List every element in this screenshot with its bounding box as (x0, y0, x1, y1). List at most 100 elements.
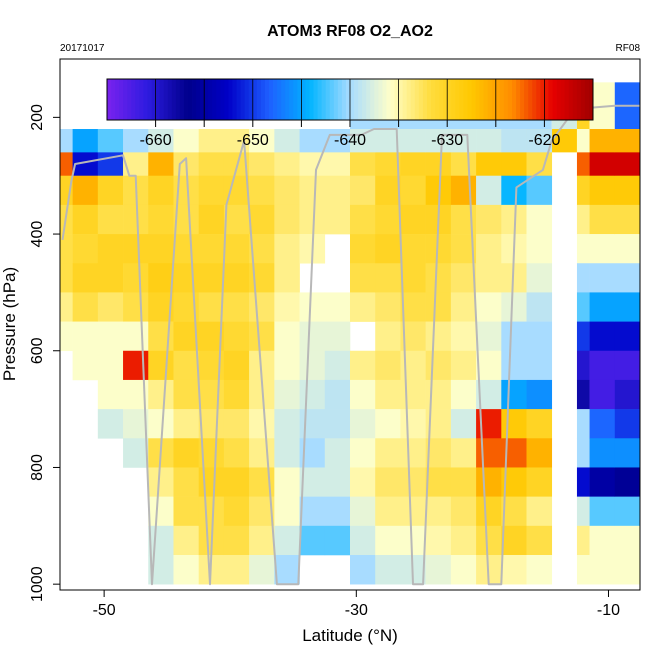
heatmap-cell (526, 350, 553, 381)
colorbar-swatch (273, 79, 278, 120)
y-tick-label: 1000 (29, 566, 46, 602)
heatmap-cell (589, 234, 616, 264)
heatmap-cell (375, 438, 401, 468)
heatmap-cell (450, 152, 477, 177)
heatmap-cell (476, 496, 502, 527)
heatmap-cell (576, 129, 590, 153)
heatmap-cell (274, 554, 300, 585)
heatmap-cell (501, 379, 527, 410)
colorbar-swatch (175, 79, 181, 120)
colorbar-swatch (119, 79, 124, 120)
heatmap-cell (350, 438, 376, 468)
heatmap-cell (274, 438, 300, 468)
heatmap-cell (400, 438, 426, 468)
heatmap-cell (425, 525, 452, 556)
colorbar-swatch (111, 79, 116, 120)
colorbar-swatch (552, 79, 557, 120)
colorbar-swatch (580, 79, 586, 120)
heatmap-cell (274, 350, 300, 381)
colorbar-swatch (370, 79, 375, 120)
colorbar-swatch (475, 79, 480, 120)
heatmap-cell (526, 263, 553, 293)
heatmap-cell (526, 204, 553, 235)
heatmap-cell (274, 263, 300, 293)
heatmap-cell (400, 175, 426, 206)
heatmap-cell (526, 496, 553, 527)
heatmap-cell (350, 292, 376, 322)
colorbar-swatch (208, 79, 213, 120)
heatmap-cell (350, 350, 376, 381)
colorbar-swatch (564, 79, 570, 120)
colorbar-swatch (123, 79, 128, 120)
heatmap-cell (614, 350, 641, 381)
heatmap-cell (274, 152, 300, 177)
colorbar-swatch (127, 79, 132, 120)
heatmap-cell (375, 175, 401, 206)
heatmap-cell (72, 321, 99, 352)
colorbar-swatch (345, 79, 351, 120)
heatmap-cell (123, 292, 149, 322)
colorbar-swatch (228, 79, 233, 120)
heatmap-cell (425, 321, 452, 352)
colorbar-swatch (240, 79, 246, 120)
heatmap-cell (148, 175, 174, 206)
colorbar-swatch (131, 79, 136, 120)
heatmap-cell (97, 379, 124, 410)
heatmap-cell (223, 467, 250, 497)
heatmap-cell (400, 496, 426, 527)
heatmap-cell (375, 525, 401, 556)
flight-label: RF08 (616, 43, 641, 54)
heatmap-cell (476, 321, 502, 352)
heatmap-cell (223, 554, 250, 585)
colorbar-swatch (329, 79, 335, 120)
heatmap-cell (198, 152, 225, 177)
colorbar-swatch (503, 79, 509, 120)
colorbar-swatch (414, 79, 420, 120)
heatmap-cell (324, 496, 351, 527)
heatmap-cell (148, 129, 174, 153)
heatmap-cell (614, 409, 641, 439)
colorbar: -660 -650 -640 -630 -620 (106, 78, 594, 149)
heatmap-cell (223, 234, 250, 264)
heatmap-cell (476, 204, 502, 235)
heatmap-cell (274, 175, 300, 206)
heatmap-cell (60, 234, 73, 264)
heatmap-cell (299, 525, 326, 556)
colorbar-swatch (220, 79, 225, 120)
heatmap-cell (299, 152, 326, 177)
heatmap-cell (60, 292, 73, 322)
flight-track-line (61, 104, 640, 586)
heatmap-cell (274, 379, 300, 410)
heatmap-cell (324, 438, 351, 468)
heatmap-cell (173, 496, 199, 527)
heatmap-cell (324, 175, 351, 206)
colorbar-swatch (479, 79, 485, 120)
heatmap-cell (173, 129, 199, 153)
colorbar-swatch (289, 79, 294, 120)
colorbar-swatch (301, 79, 306, 120)
heatmap-cell (375, 292, 401, 322)
heatmap-cell (526, 525, 553, 556)
colorbar-swatch (439, 79, 444, 120)
colorbar-swatch (285, 79, 290, 120)
heatmap-cell (375, 129, 401, 153)
x-tick-label: -30 (345, 602, 368, 619)
heatmap-cell (375, 379, 401, 410)
heatmap-cell (400, 129, 426, 153)
heatmap-cell (350, 263, 376, 293)
heatmap-cell (198, 204, 225, 235)
heatmap-cell (198, 496, 225, 527)
x-axis: -50 -30 -10 (93, 589, 620, 619)
flight-track-layer (61, 104, 640, 586)
colorbar-swatch (167, 79, 173, 120)
heatmap-cell (501, 129, 527, 153)
colorbar-swatch (418, 79, 424, 120)
heatmap-cell (97, 204, 124, 235)
heatmap-cell (97, 409, 124, 439)
colorbar-swatch (341, 79, 347, 120)
colorbar-swatch (422, 79, 428, 120)
colorbar-swatch (576, 79, 582, 120)
heatmap-cell (375, 467, 401, 497)
heatmap-cell (148, 350, 174, 381)
heatmap-cell (274, 525, 300, 556)
